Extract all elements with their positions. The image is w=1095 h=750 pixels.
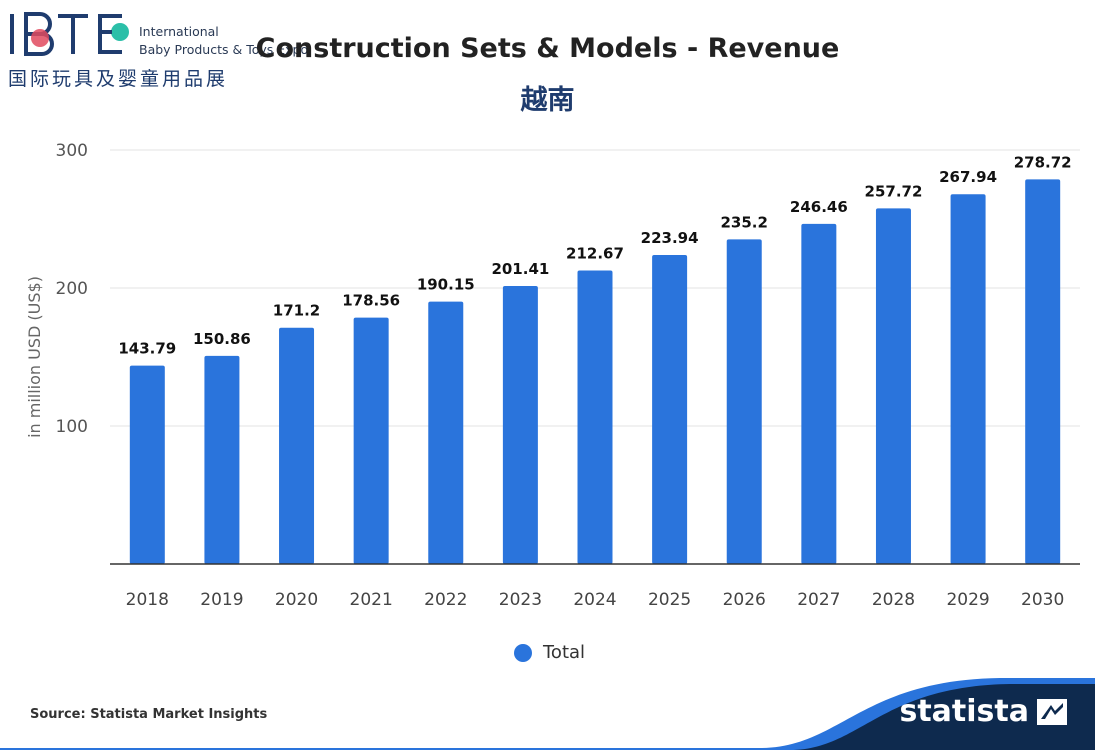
bar-2028[interactable] [875,208,911,564]
value-label-2026: 235.2 [721,213,768,231]
y-tick-label: 300 [56,141,88,161]
y-axis-label: in million USD (US$) [25,276,44,438]
bar-2020[interactable] [279,327,315,564]
value-label-2025: 223.94 [641,229,699,247]
bar-2027[interactable] [801,223,837,564]
x-tick-labels: 2018 2019 2020 2021 2022 2023 2024 2025 2026 2027… [126,590,1065,610]
x-tick-label-2020: 2020 [275,590,318,610]
bar-2029[interactable] [950,194,986,564]
bar-2023[interactable] [502,286,538,564]
value-label-2024: 212.67 [566,245,624,263]
y-tick-label: 100 [56,417,88,437]
value-label-2027: 246.46 [790,198,848,216]
value-labels: 143.79 150.86 171.2 178.56 190.15 201.41 212.6… [118,153,1071,357]
ibte-logo: International Baby Products & Toys Expo … [6,8,308,90]
x-tick-label-2028: 2028 [872,590,915,610]
x-tick-label-2024: 2024 [573,590,616,610]
x-tick-label-2018: 2018 [126,590,169,610]
bar-2024[interactable] [577,270,613,564]
legend[interactable]: Total [514,642,585,663]
value-label-2030: 278.72 [1014,153,1072,171]
bar-2030[interactable] [1025,179,1061,564]
x-tick-label-2026: 2026 [723,590,766,610]
logo-text-chinese: 国际玩具及婴童用品展 [8,68,229,90]
x-tick-label-2027: 2027 [797,590,840,610]
bar-chart: 100 200 300 in million USD (US$) 143.79 150… [25,141,1080,610]
statista-logo-icon [1037,698,1067,725]
value-label-2022: 190.15 [417,276,475,294]
statista-brand: statista [899,694,1067,729]
value-label-2029: 267.94 [939,168,997,186]
ibte-logo-icon [10,12,129,56]
logo-text-expo: Baby Products & Toys Expo [139,42,309,57]
footer-wave [0,678,1095,750]
value-label-2028: 257.72 [865,182,923,200]
chart-title: Construction Sets & Models - Revenue [255,33,840,64]
value-label-2019: 150.86 [193,330,251,348]
logo-text-international: International [139,24,219,39]
value-label-2021: 178.56 [342,292,400,310]
x-tick-label-2030: 2030 [1021,590,1064,610]
legend-label-total: Total [543,642,586,663]
y-tick-label: 200 [56,279,88,299]
bar-2018[interactable] [129,365,165,564]
source-note: Source: Statista Market Insights [30,707,268,722]
statista-wordmark: statista [899,694,1029,729]
bar-2026[interactable] [726,239,762,564]
x-tick-label-2029: 2029 [946,590,989,610]
bars [129,179,1061,564]
value-label-2018: 143.79 [118,340,176,358]
y-tick-labels: 100 200 300 [56,141,88,437]
bar-2022[interactable] [428,301,464,564]
bar-2019[interactable] [204,355,240,564]
x-tick-label-2022: 2022 [424,590,467,610]
bar-2021[interactable] [353,317,389,564]
bar-2025[interactable] [652,254,688,564]
value-label-2020: 171.2 [273,302,320,320]
x-tick-label-2023: 2023 [499,590,542,610]
x-tick-label-2019: 2019 [200,590,243,610]
chart-subtitle: 越南 [520,85,575,116]
value-label-2023: 201.41 [491,260,549,278]
legend-marker-total [514,643,532,662]
x-tick-label-2021: 2021 [350,590,393,610]
x-tick-label-2025: 2025 [648,590,691,610]
